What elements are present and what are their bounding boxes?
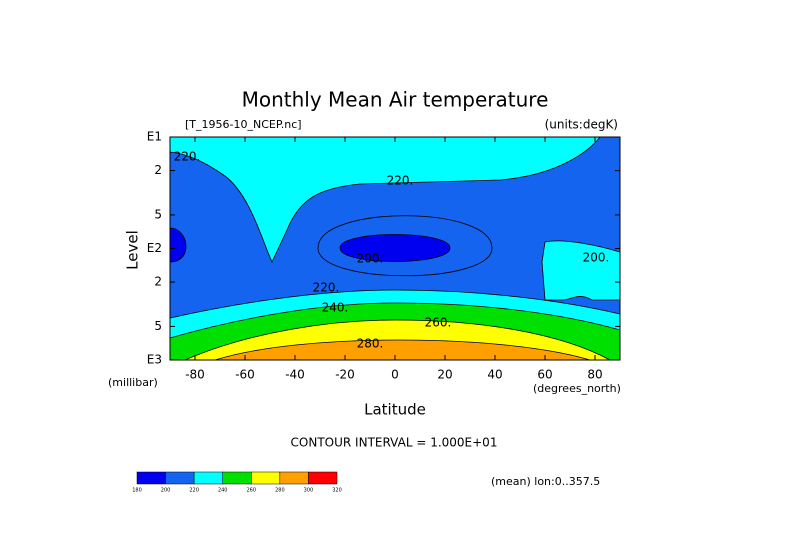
y-tick-label: E3 bbox=[147, 353, 162, 367]
colorbar-box bbox=[193, 471, 223, 485]
contour-fill bbox=[169, 227, 187, 263]
colorbar-label: 220 bbox=[189, 488, 199, 494]
contour-fill bbox=[339, 234, 451, 262]
x-tick-label: -80 bbox=[185, 368, 205, 382]
contour-label: 200. bbox=[357, 252, 384, 266]
colorbar-label: 320 bbox=[332, 488, 342, 494]
y-tick-label: 5 bbox=[154, 207, 162, 221]
contour-interval: CONTOUR INTERVAL = 1.000E+01 bbox=[291, 436, 498, 450]
x-axis-unit: (degrees_north) bbox=[533, 382, 621, 395]
colorbar-box bbox=[136, 471, 166, 485]
contour-fill bbox=[169, 136, 601, 263]
y-tick-label: E2 bbox=[147, 241, 162, 255]
y-tick-label: E1 bbox=[147, 130, 162, 144]
x-tick-label: 0 bbox=[391, 368, 399, 382]
colorbar-label: 180 bbox=[132, 488, 142, 494]
x-tick-label: 20 bbox=[437, 368, 452, 382]
y-tick-label: 2 bbox=[154, 163, 162, 177]
x-tick-label: 40 bbox=[487, 368, 502, 382]
subtitle: [T_1956-10_NCEP.nc] bbox=[185, 118, 302, 131]
y-tick-label: 5 bbox=[154, 319, 162, 333]
contour-fill bbox=[214, 339, 591, 361]
contour-label: 220. bbox=[313, 281, 340, 295]
x-tick-label: -20 bbox=[335, 368, 355, 382]
y-tick-label: 2 bbox=[154, 275, 162, 289]
chart-title: Monthly Mean Air temperature bbox=[242, 88, 549, 112]
x-tick-label: -60 bbox=[235, 368, 255, 382]
y-axis-label: Level bbox=[124, 230, 142, 270]
contour-fill bbox=[541, 240, 621, 301]
colorbar-label: 200 bbox=[161, 488, 171, 494]
contour-line bbox=[317, 215, 493, 277]
contour-label: 280. bbox=[357, 337, 384, 351]
colorbar-box bbox=[251, 471, 281, 485]
contour-label: 200. bbox=[583, 251, 610, 265]
colorbar-label: 280 bbox=[275, 488, 285, 494]
units-label: (units:degK) bbox=[545, 118, 618, 132]
colorbar-box bbox=[222, 471, 252, 485]
colorbar-label: 240 bbox=[218, 488, 228, 494]
x-axis-label: Latitude bbox=[364, 401, 426, 419]
x-tick-label: 80 bbox=[587, 368, 602, 382]
plot-area: 220. 220. 200. 220. 240. 260. 280. 200. bbox=[169, 136, 621, 361]
contour-label: 240. bbox=[322, 301, 349, 315]
note: (mean) lon:0..357.5 bbox=[491, 475, 600, 488]
contour-label: 220. bbox=[387, 174, 414, 188]
colorbar-label: 260 bbox=[247, 488, 257, 494]
contour-label: 220. bbox=[174, 150, 201, 164]
contour-label: 260. bbox=[425, 316, 452, 330]
colorbar-box bbox=[279, 471, 309, 485]
y-axis-unit: (millibar) bbox=[108, 376, 158, 389]
x-tick-label: 60 bbox=[537, 368, 552, 382]
colorbar-box bbox=[308, 471, 338, 485]
colorbar-box bbox=[165, 471, 195, 485]
x-tick-label: -40 bbox=[285, 368, 305, 382]
colorbar-label: 300 bbox=[304, 488, 314, 494]
